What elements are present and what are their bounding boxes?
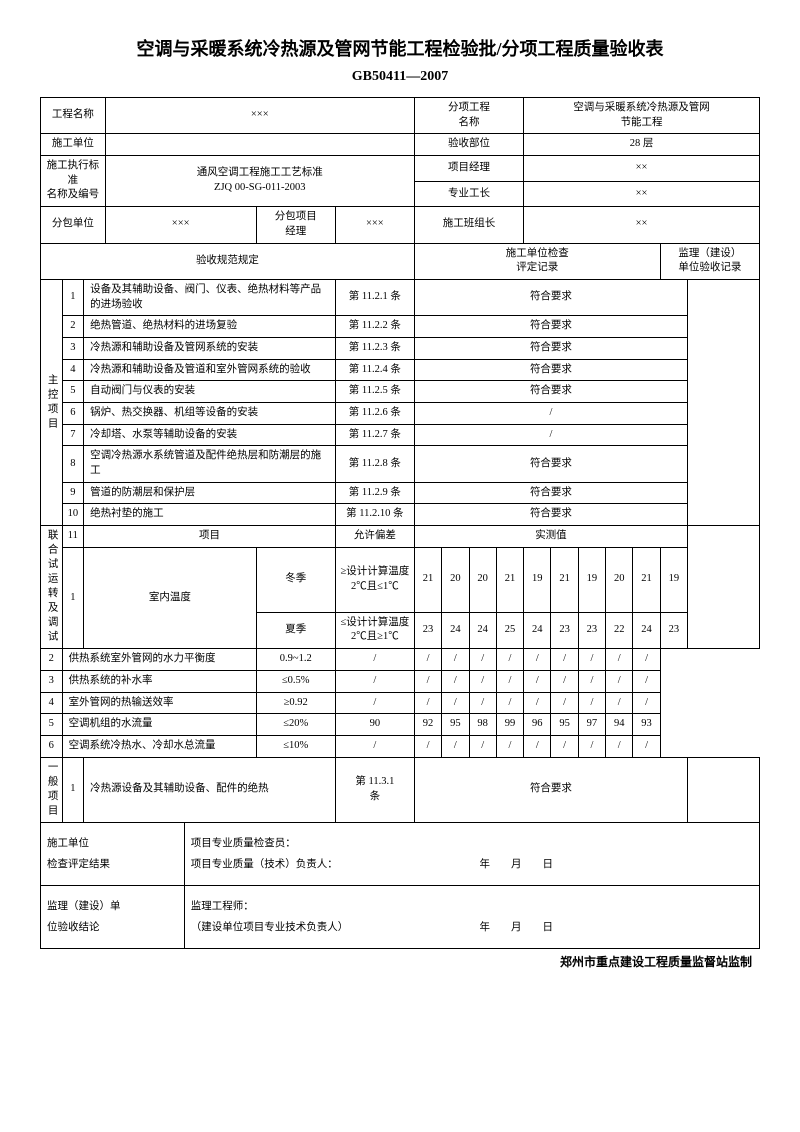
lbl: 工程名称 — [41, 98, 106, 134]
lbl: 专业工长 — [414, 181, 523, 207]
result-text: 项目专业质量检查员：项目专业质量（技术）负责人： 年 月 日 — [184, 822, 759, 885]
hdr: 监理（建设）单位验收记录 — [660, 243, 759, 279]
joint-label: 联合试运转及调试 — [41, 526, 63, 649]
val: 通风空调工程施工工艺标准ZJQ 00-SG-011-2003 — [105, 156, 414, 207]
val: ××× — [105, 207, 256, 243]
lbl: 验收部位 — [414, 134, 523, 156]
val: ×× — [524, 181, 760, 207]
lbl: 项目经理 — [414, 156, 523, 182]
val: ××× — [105, 98, 414, 134]
val: 28 层 — [524, 134, 760, 156]
lbl: 分包单位 — [41, 207, 106, 243]
subtitle: GB50411—2007 — [40, 69, 760, 85]
superv-label: 监理（建设）单位验收结论 — [41, 885, 185, 948]
val: ×× — [524, 207, 760, 243]
gen-label: 一般项目 — [41, 757, 63, 822]
lbl: 施工单位 — [41, 134, 106, 156]
val: 空调与采暖系统冷热源及管网节能工程 — [524, 98, 760, 134]
lbl: 分项工程名称 — [414, 98, 523, 134]
lbl: 施工执行标准名称及编号 — [41, 156, 106, 207]
hdr: 施工单位检查评定记录 — [414, 243, 660, 279]
superv-text: 监理工程师：（建设单位项目专业技术负责人） 年 月 日 — [184, 885, 759, 948]
hdr: 允许偏差 — [335, 526, 414, 548]
title: 空调与采暖系统冷热源及管网节能工程检验批/分项工程质量验收表 — [40, 35, 760, 61]
main-item-label: 主控项目 — [41, 279, 63, 525]
val: ××× — [335, 207, 414, 243]
hdr: 项目 — [84, 526, 336, 548]
result-label: 施工单位检查评定结果 — [41, 822, 185, 885]
hdr: 验收规范规定 — [41, 243, 415, 279]
val: ×× — [524, 156, 760, 182]
main-table: 工程名称 ××× 分项工程名称 空调与采暖系统冷热源及管网节能工程 施工单位 验… — [40, 97, 760, 949]
hdr: 实测值 — [414, 526, 687, 548]
lbl: 施工班组长 — [414, 207, 523, 243]
footer: 郑州市重点建设工程质量监督站监制 — [40, 953, 760, 970]
lbl: 分包项目经理 — [256, 207, 335, 243]
